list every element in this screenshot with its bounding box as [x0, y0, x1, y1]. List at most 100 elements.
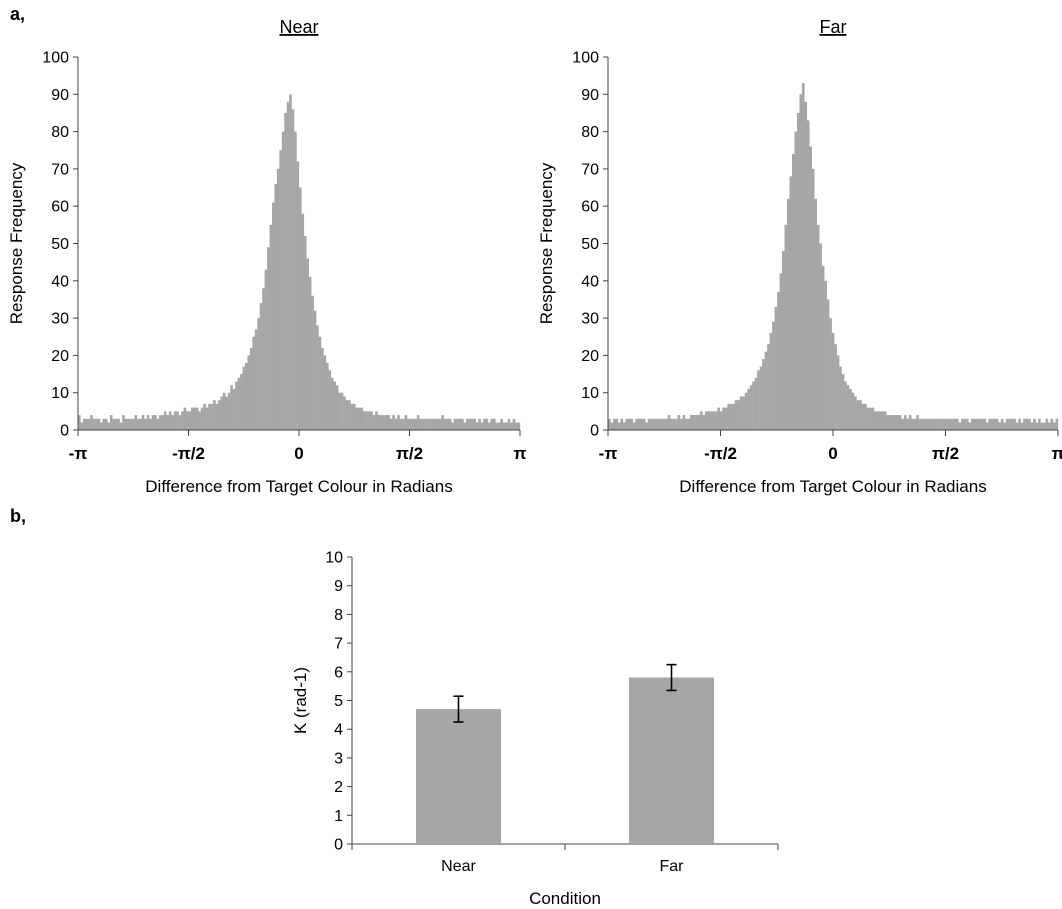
histogram-bar: [264, 269, 268, 430]
histogram-bar: [244, 362, 248, 430]
histogram-bar: [1020, 422, 1024, 430]
histogram-bar: [749, 385, 753, 430]
histogram-bar: [362, 411, 366, 430]
histogram-bar: [335, 385, 339, 430]
histogram-bar: [943, 418, 947, 430]
histogram-bar: [956, 418, 959, 430]
histogram-bar: [95, 418, 98, 430]
histogram-bar: [345, 400, 349, 430]
histogram-bar: [717, 407, 721, 430]
histogram-bar: [340, 392, 344, 430]
histogram-bar: [692, 415, 696, 430]
histogram-bar: [274, 183, 278, 430]
x-tick-label: 0: [828, 444, 837, 463]
histogram-bar: [642, 418, 646, 430]
histogram-bar: [680, 418, 683, 430]
chart-title: Near: [279, 17, 318, 37]
y-tick-label: 20: [581, 348, 599, 365]
histogram-bar: [227, 392, 231, 430]
histogram-bar: [311, 295, 314, 430]
histogram-bar: [729, 403, 733, 430]
x-tick-label: -π/2: [172, 444, 205, 463]
histogram-bar: [183, 407, 187, 430]
histogram-bar: [448, 418, 452, 430]
histogram-bar: [367, 411, 371, 430]
histogram-bar: [318, 336, 322, 430]
histogram-bar: [262, 288, 265, 430]
y-tick-label: 90: [581, 87, 599, 104]
histogram-bar: [1015, 422, 1019, 430]
histogram-bar: [961, 418, 964, 430]
histogram-bar: [640, 418, 643, 430]
histogram-bar: [436, 418, 440, 430]
histogram-bar: [806, 120, 810, 430]
category-label: Far: [660, 858, 685, 875]
histogram-bar: [271, 202, 275, 430]
histogram-bar: [1035, 422, 1039, 430]
histogram-bar: [495, 422, 499, 430]
x-tick-label: π: [1051, 444, 1062, 463]
y-tick-label: 0: [60, 423, 69, 440]
histogram-bar: [983, 418, 987, 430]
histogram-bar: [752, 381, 755, 430]
histogram-bar: [303, 236, 307, 430]
histogram-bar: [102, 418, 106, 430]
histogram-bar: [841, 374, 845, 430]
histogram-bar: [127, 418, 130, 430]
histogram-bar: [742, 396, 745, 430]
y-tick-label: 5: [334, 693, 343, 710]
histogram-bar: [109, 415, 113, 430]
histogram-bar: [864, 403, 867, 430]
histogram-bar: [151, 415, 155, 430]
histogram-bar: [985, 422, 989, 430]
histogram-bar: [254, 329, 258, 430]
histogram-bar: [119, 422, 123, 430]
histogram-bar: [114, 418, 118, 430]
y-axis-title: Response Frequency: [7, 162, 26, 324]
histogram-bar: [492, 418, 496, 430]
histogram-bar: [414, 418, 418, 430]
histogram-bar: [839, 366, 842, 430]
histogram-bar: [702, 415, 706, 430]
histogram-bar: [814, 198, 817, 430]
histogram-bar: [468, 418, 472, 430]
histogram-bar: [257, 318, 260, 430]
histogram-bar: [122, 415, 125, 430]
histogram-bar: [719, 411, 723, 430]
histogram-bar: [409, 418, 413, 430]
histogram-bar: [306, 258, 309, 430]
histogram-bar: [1023, 418, 1026, 430]
histogram-bar: [645, 422, 648, 430]
histogram-bar: [198, 411, 201, 430]
chart-title: Far: [820, 17, 847, 37]
histogram-bar: [794, 131, 798, 430]
histogram-bar: [365, 411, 368, 430]
histogram-bar: [821, 265, 825, 430]
histogram-bar: [299, 187, 302, 430]
histogram-bar: [759, 366, 763, 430]
histogram-bar: [709, 411, 713, 430]
histogram-bar: [834, 344, 837, 430]
x-axis-title: Condition: [529, 889, 601, 908]
histogram-bar: [107, 422, 111, 430]
histogram-bar: [443, 418, 447, 430]
histogram-bar: [682, 415, 686, 430]
histogram-bar: [732, 403, 735, 430]
histogram-bar: [685, 418, 688, 430]
histogram-bar: [473, 418, 476, 430]
histogram-bar: [117, 418, 120, 430]
histogram-bar: [353, 403, 356, 430]
histogram-bar: [970, 418, 974, 430]
histogram-bar: [610, 422, 614, 430]
histogram-bar: [267, 247, 270, 430]
histogram-bar: [507, 418, 511, 430]
histogram-bar: [429, 418, 432, 430]
histogram-bar: [434, 418, 437, 430]
histogram-bar: [831, 333, 835, 430]
histogram-bar: [222, 392, 226, 430]
histogram-bar: [289, 94, 292, 431]
histogram-bar: [240, 374, 243, 430]
histogram-bar: [963, 418, 967, 430]
histogram-bar: [208, 403, 211, 430]
panel-label-b: b,: [10, 506, 26, 526]
